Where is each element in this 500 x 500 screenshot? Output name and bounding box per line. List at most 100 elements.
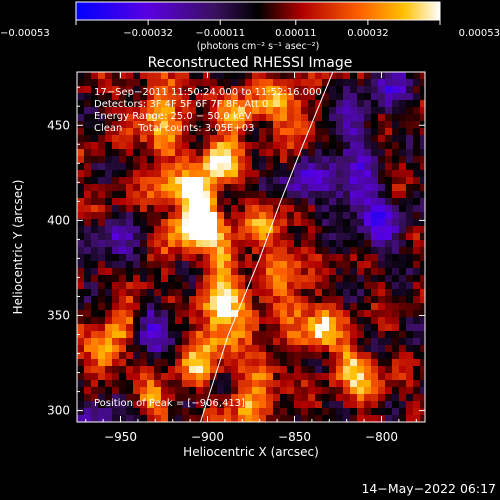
- heatmap-cell: [259, 128, 267, 136]
- heatmap-cell: [336, 212, 344, 220]
- heatmap-cell: [287, 345, 295, 353]
- heatmap-cell: [238, 198, 246, 206]
- heatmap-cell: [343, 310, 351, 318]
- heatmap-cell: [182, 324, 190, 332]
- heatmap-cell: [336, 261, 344, 269]
- heatmap-cell: [231, 254, 239, 262]
- heatmap-cell: [231, 310, 239, 318]
- heatmap-cell: [238, 261, 246, 269]
- heatmap-cell: [392, 247, 400, 255]
- heatmap-cell: [238, 107, 246, 115]
- heatmap-cell: [161, 387, 169, 395]
- heatmap-cell: [315, 156, 323, 164]
- heatmap-cell: [392, 121, 400, 129]
- heatmap-cell: [294, 317, 302, 325]
- heatmap-cell: [84, 212, 92, 220]
- heatmap-cell: [399, 233, 407, 241]
- heatmap-cell: [112, 296, 120, 304]
- heatmap-cell: [280, 415, 288, 422]
- heatmap-cell: [210, 352, 218, 360]
- heatmap-cell: [406, 296, 414, 304]
- heatmap-cell: [189, 401, 197, 409]
- heatmap-cell: [91, 303, 99, 311]
- heatmap-cell: [378, 303, 386, 311]
- heatmap-cell: [147, 142, 155, 150]
- heatmap-cell: [91, 184, 99, 192]
- heatmap-cell: [399, 261, 407, 269]
- heatmap-cell: [105, 149, 113, 157]
- heatmap-cell: [77, 373, 85, 381]
- heatmap-cell: [336, 107, 344, 115]
- heatmap-cell: [378, 254, 386, 262]
- heatmap-cell: [105, 233, 113, 241]
- heatmap-cell: [217, 233, 225, 241]
- heatmap-cell: [420, 72, 425, 80]
- heatmap-cell: [378, 331, 386, 339]
- heatmap-cell: [210, 310, 218, 318]
- heatmap-cell: [385, 114, 393, 122]
- heatmap-cell: [357, 359, 365, 367]
- heatmap-cell: [266, 359, 274, 367]
- heatmap-cell: [420, 100, 425, 108]
- heatmap-cell: [343, 352, 351, 360]
- heatmap-cell: [168, 86, 176, 94]
- heatmap-cell: [133, 233, 141, 241]
- heatmap-cell: [322, 338, 330, 346]
- heatmap-cell: [217, 149, 225, 157]
- heatmap-cell: [287, 331, 295, 339]
- heatmap-cell: [378, 380, 386, 388]
- heatmap-cell: [196, 135, 204, 143]
- heatmap-cell: [217, 303, 225, 311]
- heatmap-cell: [413, 359, 421, 367]
- heatmap-cell: [189, 415, 197, 422]
- heatmap-cell: [84, 289, 92, 297]
- heatmap-cell: [266, 415, 274, 422]
- heatmap-cell: [182, 156, 190, 164]
- heatmap-cell: [287, 282, 295, 290]
- y-tick-label: 350: [47, 308, 70, 322]
- heatmap-cell: [273, 415, 281, 422]
- heatmap-cell: [224, 282, 232, 290]
- heatmap-cell: [385, 401, 393, 409]
- heatmap-cell: [315, 226, 323, 234]
- heatmap-cell: [259, 261, 267, 269]
- heatmap-cell: [378, 366, 386, 374]
- heatmap-cell: [343, 282, 351, 290]
- heatmap-cell: [329, 387, 337, 395]
- heatmap-cell: [98, 107, 106, 115]
- heatmap-cell: [182, 142, 190, 150]
- heatmap-cell: [280, 121, 288, 129]
- heatmap-cell: [126, 121, 134, 129]
- heatmap-cell: [238, 289, 246, 297]
- heatmap-cell: [315, 324, 323, 332]
- heatmap-cell: [77, 394, 85, 402]
- heatmap-cell: [357, 107, 365, 115]
- heatmap-cell: [329, 86, 337, 94]
- heatmap-cell: [238, 205, 246, 213]
- heatmap-cell: [280, 394, 288, 402]
- heatmap-cell: [112, 149, 120, 157]
- heatmap-cell: [126, 205, 134, 213]
- heatmap-cell: [77, 170, 85, 178]
- heatmap-cell: [301, 177, 309, 185]
- heatmap-cell: [175, 261, 183, 269]
- heatmap-cell: [84, 149, 92, 157]
- heatmap-cell: [266, 296, 274, 304]
- heatmap-cell: [378, 408, 386, 416]
- heatmap-cell: [161, 219, 169, 227]
- heatmap-cell: [322, 247, 330, 255]
- heatmap-cell: [350, 121, 358, 129]
- heatmap-cell: [84, 310, 92, 318]
- heatmap-cell: [259, 380, 267, 388]
- heatmap-cell: [105, 177, 113, 185]
- heatmap-cell: [119, 275, 127, 283]
- heatmap-cell: [147, 177, 155, 185]
- heatmap-cell: [322, 233, 330, 241]
- heatmap-cell: [406, 212, 414, 220]
- heatmap-cell: [245, 233, 253, 241]
- heatmap-cell: [161, 247, 169, 255]
- heatmap-cell: [392, 310, 400, 318]
- heatmap-cell: [399, 205, 407, 213]
- heatmap-cell: [399, 198, 407, 206]
- heatmap-cell: [273, 93, 281, 101]
